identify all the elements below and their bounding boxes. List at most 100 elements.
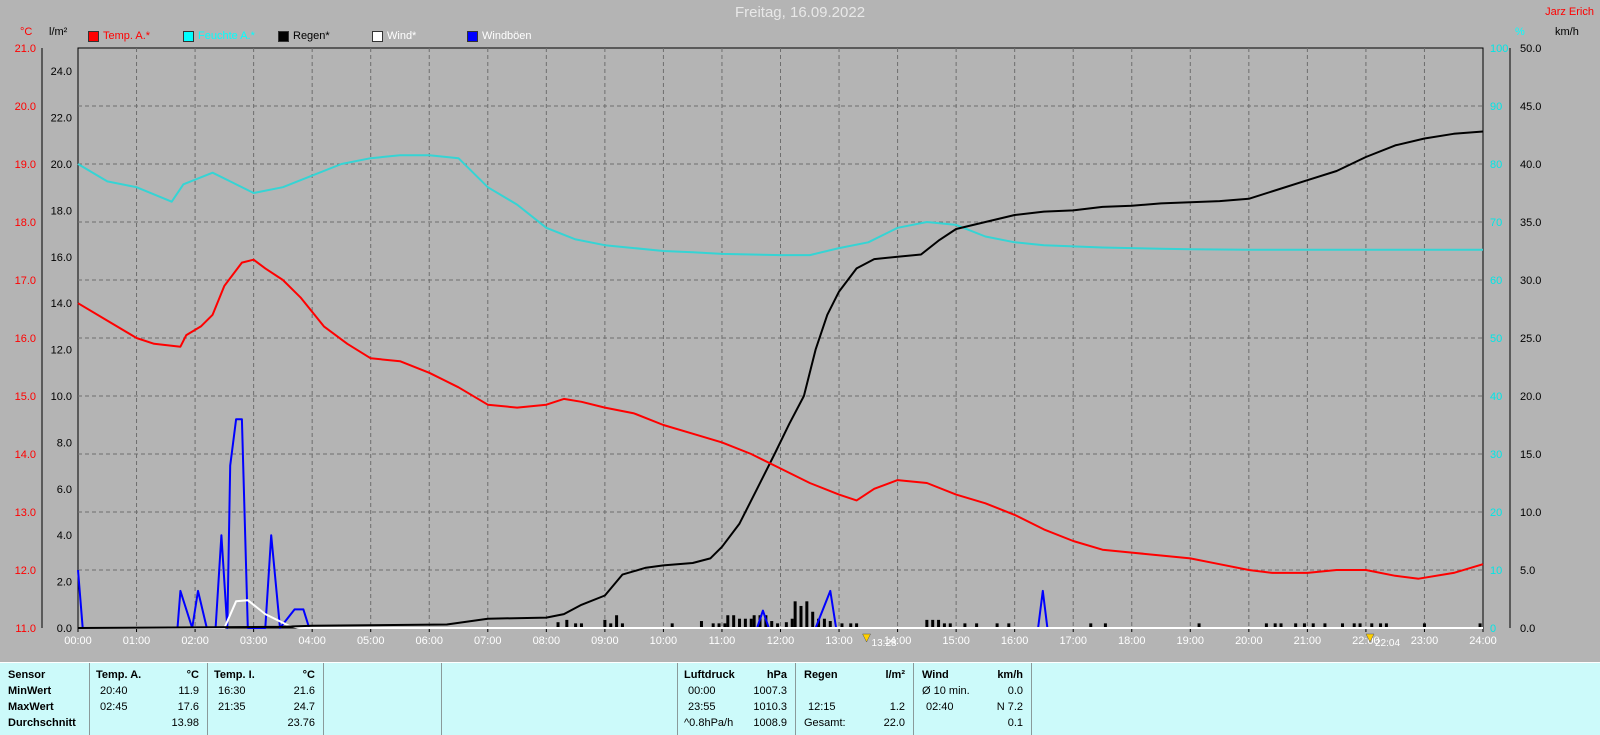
- legend-wind[interactable]: Wind*: [372, 30, 416, 42]
- grid-lines: [78, 48, 1483, 628]
- humidity-tick-label: 30: [1490, 449, 1502, 461]
- wind-tick-label: 5.0: [1520, 565, 1535, 577]
- wind-tick-label: 35.0: [1520, 217, 1541, 229]
- rain-intensity-bar: [1358, 623, 1362, 628]
- x-tick-label: 12:00: [767, 635, 795, 647]
- rain-tick-label: 6.0: [57, 484, 72, 496]
- x-tick-label: 24:00: [1469, 635, 1497, 647]
- rain-max-value: 1.2: [889, 701, 905, 713]
- legend-humidity[interactable]: Feuchte A.*: [183, 30, 255, 42]
- legend-swatch-icon: [372, 30, 383, 42]
- rain-tick-label: 14.0: [51, 298, 72, 310]
- rain-intensity-bar: [995, 623, 999, 628]
- stats-col-empty-1: [324, 663, 442, 735]
- humidity-line: [77, 154, 1483, 257]
- x-tick-label: 07:00: [474, 635, 502, 647]
- rain-tick-label: 0.0: [57, 623, 72, 635]
- humidity-tick-label: 90: [1490, 101, 1502, 113]
- rain-intensity-bar: [1294, 623, 1298, 628]
- temp-i-max-time: 21:35: [218, 701, 246, 713]
- legend-swatch-icon: [183, 30, 194, 42]
- rain-intensity-bar: [556, 622, 560, 628]
- rain-intensity-bar: [1264, 623, 1268, 628]
- temp-a-unit: °C: [186, 669, 199, 681]
- rain-intensity-bar: [1007, 623, 1011, 628]
- stats-col-pressure: Luftdruck hPa 00:00 1007.3 23:55 1010.3 …: [678, 663, 796, 735]
- rain-total-line: [77, 130, 1484, 629]
- rain-intensity-bar: [732, 615, 736, 628]
- wind-avg-value: 0.0: [1007, 685, 1023, 697]
- temp-i-header: Temp. I.: [214, 669, 255, 681]
- temp-a-average: 13.98: [171, 717, 199, 729]
- pressure-unit: hPa: [766, 669, 787, 681]
- x-tick-label: 09:00: [591, 635, 619, 647]
- label-avg: Durchschnitt: [8, 717, 76, 729]
- rain-intensity-bar: [749, 618, 753, 628]
- series-lines: [77, 130, 1484, 629]
- rain-header: Regen: [804, 669, 838, 681]
- rain-intensity-bar: [726, 615, 730, 628]
- legend-label: Feuchte A.*: [198, 30, 255, 42]
- rain-intensity-bar: [579, 623, 583, 628]
- rain-intensity-bar: [1422, 623, 1426, 628]
- temp-a-min-value: 11.9: [178, 685, 199, 697]
- humidity-tick-label: 80: [1490, 159, 1502, 171]
- wind-tick-label: 10.0: [1520, 507, 1541, 519]
- rain-intensity-bar: [1197, 623, 1201, 628]
- legend-label: Windböen: [482, 30, 532, 42]
- chart-title: Freitag, 16.09.2022: [734, 4, 866, 21]
- rain-intensity-bar: [770, 621, 774, 628]
- legend-swatch-icon: [88, 30, 99, 42]
- temp-tick-label: 12.0: [15, 565, 36, 577]
- label-min: MinWert: [8, 685, 52, 697]
- rain-intensity-bar: [723, 623, 727, 628]
- rain-intensity-bar: [793, 601, 797, 628]
- legend-swatch-icon: [467, 30, 478, 42]
- x-tick-label: 21:00: [1294, 635, 1322, 647]
- humidity-tick-label: 70: [1490, 217, 1502, 229]
- rain-intensity-bar: [942, 623, 946, 628]
- stats-col-temp-i: Temp. I. °C 16:30 21.6 21:35 24.7 23.76: [208, 663, 324, 735]
- rain-intensity-bar: [1089, 623, 1093, 628]
- weather-chart: 00:00 01:00 02:00 03:00 04:00 05:00 06:00 07:00…: [15, 43, 1542, 649]
- x-tick-label: 00:00: [64, 635, 92, 647]
- rain-intensity-bar: [805, 601, 809, 628]
- rain-intensity-bar: [811, 611, 815, 628]
- temp-a-max-time: 02:45: [100, 701, 128, 713]
- legend-rain[interactable]: Regen*: [278, 30, 330, 42]
- pressure-average: 1008.9: [753, 717, 787, 729]
- rain-intensity-bar: [963, 623, 967, 628]
- temp-tick-label: 16.0: [15, 333, 36, 345]
- rain-intensity-bar: [822, 618, 826, 628]
- rain-max-time: 12:15: [808, 701, 836, 713]
- rain-intensity-bar: [931, 619, 935, 628]
- wind-tick-label: 30.0: [1520, 275, 1541, 287]
- x-tick-label: 22:00: [1352, 635, 1380, 647]
- x-tick-label: 13:00: [825, 635, 853, 647]
- x-tick-label: 10:00: [650, 635, 678, 647]
- rain-intensity-bar: [925, 619, 929, 628]
- wind-unit-label: km/h: [1555, 26, 1579, 38]
- wind-header: Wind: [922, 669, 949, 681]
- rain-intensity-bar: [670, 623, 674, 628]
- temp-a-min-time: 20:40: [100, 685, 128, 697]
- temp-line: [77, 258, 1484, 580]
- rain-intensity-bar: [1352, 623, 1356, 628]
- temp-i-max-value: 24.7: [293, 701, 315, 713]
- temp-tick-label: 19.0: [15, 159, 36, 171]
- wind-tick-label: 25.0: [1520, 333, 1541, 345]
- x-tick-label: 02:00: [181, 635, 209, 647]
- event-label: 13:28: [872, 638, 897, 649]
- rain-intensity-bar: [817, 618, 821, 628]
- x-tick-label: 03:00: [240, 635, 268, 647]
- legend-temp[interactable]: Temp. A.*: [88, 30, 150, 42]
- pressure-header: Luftdruck: [684, 669, 735, 681]
- legend-gusts[interactable]: Windböen: [467, 30, 532, 42]
- rain-unit: l/m²: [885, 669, 905, 681]
- author-label: Jarz Erich: [1545, 6, 1594, 18]
- pressure-row1-time: 00:00: [688, 685, 716, 697]
- rain-tick-label: 24.0: [51, 66, 72, 78]
- legend-label: Wind*: [387, 30, 417, 42]
- wind-tick-label: 15.0: [1520, 449, 1541, 461]
- x-tick-label: 18:00: [1118, 635, 1146, 647]
